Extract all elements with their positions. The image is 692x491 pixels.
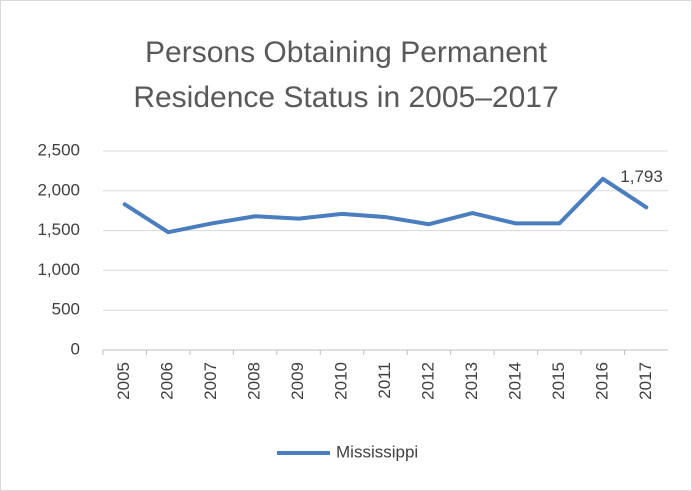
- x-tick-label: 2014: [505, 362, 524, 400]
- series-line: [122, 176, 649, 235]
- y-tick-label: 1,000: [37, 260, 80, 279]
- y-tick-label: 500: [52, 300, 80, 319]
- y-tick-label: 2,500: [37, 140, 80, 159]
- x-tick-label: 2013: [462, 362, 481, 400]
- x-tick-label: 2006: [158, 362, 177, 400]
- y-tick-label: 2,000: [37, 180, 80, 199]
- y-tick-label: 0: [71, 339, 80, 358]
- x-tick-label: 2010: [332, 362, 351, 400]
- x-tick-label: 2008: [245, 362, 264, 400]
- x-tick-label: 2012: [418, 362, 437, 400]
- x-tick-label: 2011: [375, 362, 394, 399]
- chart-title: Persons Obtaining Permanent Residence St…: [133, 36, 559, 114]
- legend-label: Mississippi: [336, 442, 418, 461]
- y-tick-label: 1,500: [37, 220, 80, 239]
- x-tick-label: 2005: [114, 362, 133, 400]
- x-tick-label: 2015: [549, 362, 568, 400]
- data-label: 1,793: [620, 167, 663, 186]
- x-tick-label: 2017: [636, 362, 655, 400]
- x-tick-label: 2009: [288, 362, 307, 400]
- x-tick-label: 2007: [201, 362, 220, 400]
- x-tick-label: 2016: [592, 362, 611, 400]
